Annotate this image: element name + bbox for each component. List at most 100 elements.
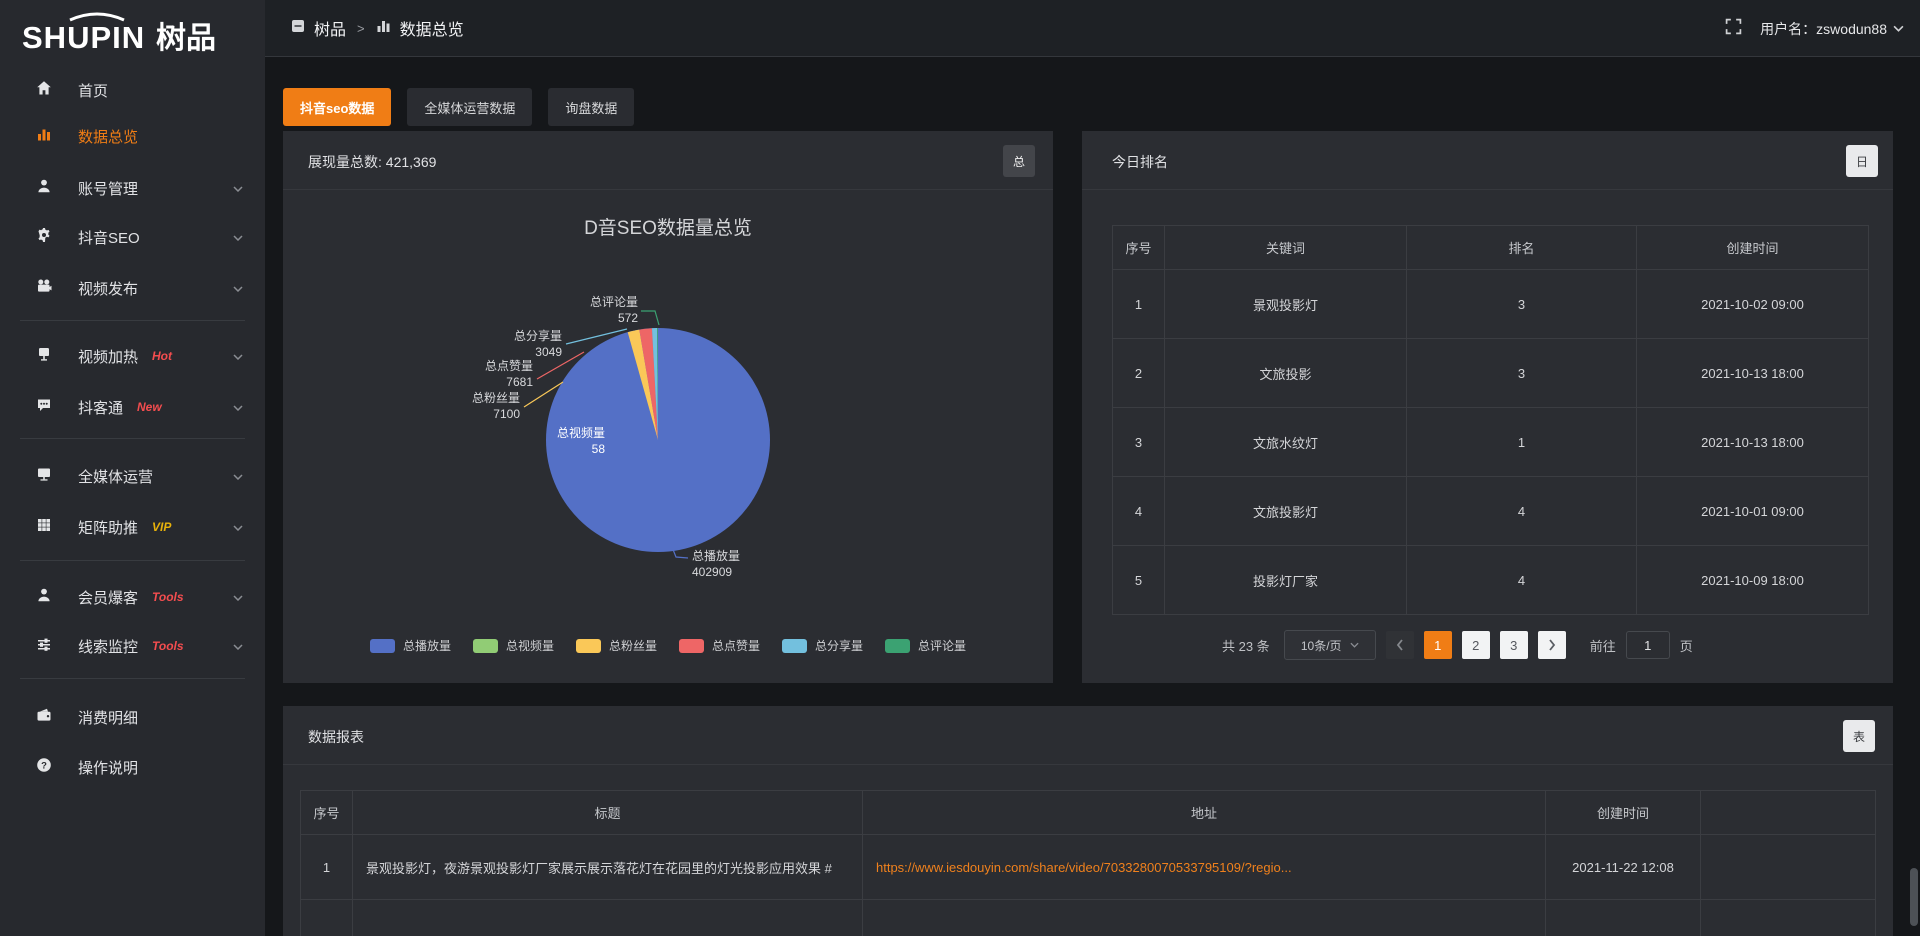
table-row[interactable]: 1 景观投影灯，夜游景观投影灯厂家展示展示落花灯在花园里的灯光投影应用效果 # …	[300, 834, 1876, 900]
sidebar-item-label: 线索监控	[78, 638, 139, 656]
leader-line-fans	[523, 381, 564, 408]
table-header-row: 序号 标题 地址 创建时间	[300, 790, 1876, 835]
page-size-select[interactable]: 10条/页	[1283, 630, 1376, 660]
video-link[interactable]: https://www.iesdouyin.com/share/video/70…	[876, 859, 1292, 875]
sidebar-item-label: 视频发布	[78, 280, 139, 298]
col-index: 序号	[1112, 225, 1165, 270]
pagination: 共 23 条 10条/页 1 2 3 前往 页	[1222, 629, 1693, 661]
home-icon	[36, 80, 52, 101]
sidebar-item-label: 数据总览	[78, 128, 139, 146]
page-button-2[interactable]: 2	[1461, 631, 1490, 659]
sidebar-item-label: 消费明细	[78, 709, 139, 727]
next-page-button[interactable]	[1537, 631, 1566, 659]
leader-line-play-count	[669, 541, 689, 559]
sidebar-item-clue-monitor[interactable]: 线索监控 Tools	[0, 621, 265, 671]
user-icon	[36, 178, 52, 199]
bar-chart-icon	[36, 126, 52, 147]
chevron-down-icon	[233, 588, 243, 606]
user-menu[interactable]: 用户名：zswodun88	[1760, 19, 1904, 39]
data-tabs: 抖音seo数据 全媒体运营数据 询盘数据	[283, 88, 635, 126]
chevron-down-icon	[233, 467, 243, 485]
svg-text:?: ?	[41, 760, 47, 771]
sidebar-item-data-overview[interactable]: 数据总览	[0, 111, 265, 161]
sidebar-item-expense-detail[interactable]: 消费明细	[0, 692, 265, 742]
report-panel: 数据报表 表 序号 标题 地址 创建时间 1 景观投影灯，夜游景观投影灯厂家展示…	[283, 706, 1893, 936]
page-button-1[interactable]: 1	[1423, 631, 1452, 659]
sidebar-divider	[20, 320, 245, 321]
sidebar-item-member-tools[interactable]: 会员爆客 Tools	[0, 572, 265, 622]
video-camera-icon	[36, 278, 52, 299]
tab-media-ops-data[interactable]: 全媒体运营数据	[407, 88, 533, 126]
legend-item[interactable]: 总点赞量	[679, 637, 760, 654]
pie-label-videos: 总视频量 58	[556, 426, 605, 456]
sliders-icon	[36, 636, 52, 657]
goto-page-input[interactable]	[1625, 631, 1670, 659]
goto-unit: 页	[1679, 638, 1693, 654]
legend-item[interactable]: 总分享量	[782, 637, 863, 654]
sidebar-item-label: 账号管理	[78, 180, 139, 198]
leader-line-comments	[641, 310, 660, 326]
sidebar: SHUPIN 树品 首页 数据总览 账号管理 抖音SEO	[0, 0, 265, 936]
sidebar-item-matrix[interactable]: 矩阵助推 VIP	[0, 502, 265, 552]
pie-slice-comments[interactable]	[657, 327, 658, 440]
wallet-icon	[36, 707, 52, 728]
sidebar-item-home[interactable]: 首页	[0, 65, 265, 115]
table-row[interactable]: 3 文旅水纹灯 1 2021-10-13 18:00	[1112, 407, 1869, 477]
prev-page-button[interactable]	[1385, 631, 1414, 659]
chevron-down-icon	[1893, 25, 1904, 32]
breadcrumb-root[interactable]: 树品	[314, 22, 347, 39]
table-row[interactable]: 5 投影灯厂家 4 2021-10-09 18:00	[1112, 545, 1869, 615]
new-badge: New	[137, 400, 162, 414]
pie-slice-shares[interactable]	[652, 328, 658, 440]
breadcrumb-current[interactable]: 数据总览	[399, 22, 464, 39]
pie-slice-likes[interactable]	[639, 328, 658, 440]
app-logo: SHUPIN 树品	[22, 8, 242, 55]
legend-item[interactable]: 总粉丝量	[575, 637, 657, 654]
vertical-scrollbar[interactable]	[1910, 868, 1918, 926]
pie-label-fans: 总粉丝量 7100	[471, 391, 520, 421]
table-row[interactable]: 2 文旅投影 3 2021-10-13 18:00	[1112, 338, 1869, 408]
pie-slice-fans[interactable]	[627, 329, 658, 440]
chart-legend: 总播放量 总视频量 总粉丝量 总点赞量 总分享量 总评论量	[283, 637, 1053, 654]
total-view-button[interactable]: 总	[1003, 145, 1035, 177]
page-button-3[interactable]: 3	[1499, 631, 1528, 659]
impression-total-stat: 展现量总数: 421,369	[308, 154, 437, 170]
sidebar-item-label: 抖音SEO	[78, 229, 140, 247]
sidebar-item-account[interactable]: 账号管理	[0, 163, 265, 213]
logo-text-cn: 树品	[156, 22, 216, 54]
sidebar-item-label: 矩阵助推	[78, 519, 139, 537]
table-row[interactable]: 1 景观投影灯 3 2021-10-02 09:00	[1112, 269, 1869, 339]
table-row[interactable]	[300, 899, 1876, 936]
tab-inquiry-data[interactable]: 询盘数据	[548, 88, 635, 126]
video-title-cell: 景观投影灯，夜游景观投影灯厂家展示展示落花灯在花园里的灯光投影应用效果 #	[352, 834, 863, 900]
legend-chip	[472, 638, 498, 653]
legend-item[interactable]: 总视频量	[472, 637, 554, 654]
bar-chart-icon	[376, 19, 391, 38]
question-circle-icon: ?	[36, 757, 52, 778]
legend-item[interactable]: 总评论量	[885, 637, 966, 654]
fullscreen-icon[interactable]	[1725, 18, 1742, 40]
chevron-down-icon	[233, 279, 243, 297]
chevron-down-icon	[233, 179, 243, 197]
logo-text-en: SHUPIN	[22, 20, 145, 54]
sidebar-item-douketong[interactable]: 抖客通 New	[0, 382, 265, 432]
table-row[interactable]: 4 文旅投影灯 4 2021-10-01 09:00	[1112, 476, 1869, 546]
sidebar-item-douyin-seo[interactable]: 抖音SEO	[0, 212, 265, 262]
col-keyword: 关键词	[1164, 225, 1407, 270]
sidebar-item-video-heat[interactable]: 视频加热 Hot	[0, 331, 265, 381]
ranking-table: 序号 关键词 排名 创建时间 1 景观投影灯 3 2021-10-02 09:00 2…	[1112, 225, 1869, 615]
leader-line-shares	[565, 328, 628, 345]
pie-label-shares: 总分享量 3049	[513, 329, 562, 359]
legend-chip	[885, 638, 911, 653]
sidebar-item-help[interactable]: ? 操作说明	[0, 742, 265, 792]
tab-douyin-seo-data[interactable]: 抖音seo数据	[283, 88, 392, 126]
daily-view-button[interactable]: 日	[1846, 145, 1878, 177]
table-view-button[interactable]: 表	[1843, 720, 1875, 752]
sidebar-item-media-ops[interactable]: 全媒体运营	[0, 451, 265, 501]
logo-arc	[69, 12, 125, 22]
legend-item[interactable]: 总播放量	[369, 637, 451, 654]
sidebar-item-video-publish[interactable]: 视频发布	[0, 263, 265, 313]
user-icon	[36, 587, 52, 608]
table-header-row: 序号 关键词 排名 创建时间	[1112, 225, 1869, 270]
col-created: 创建时间	[1636, 225, 1869, 270]
